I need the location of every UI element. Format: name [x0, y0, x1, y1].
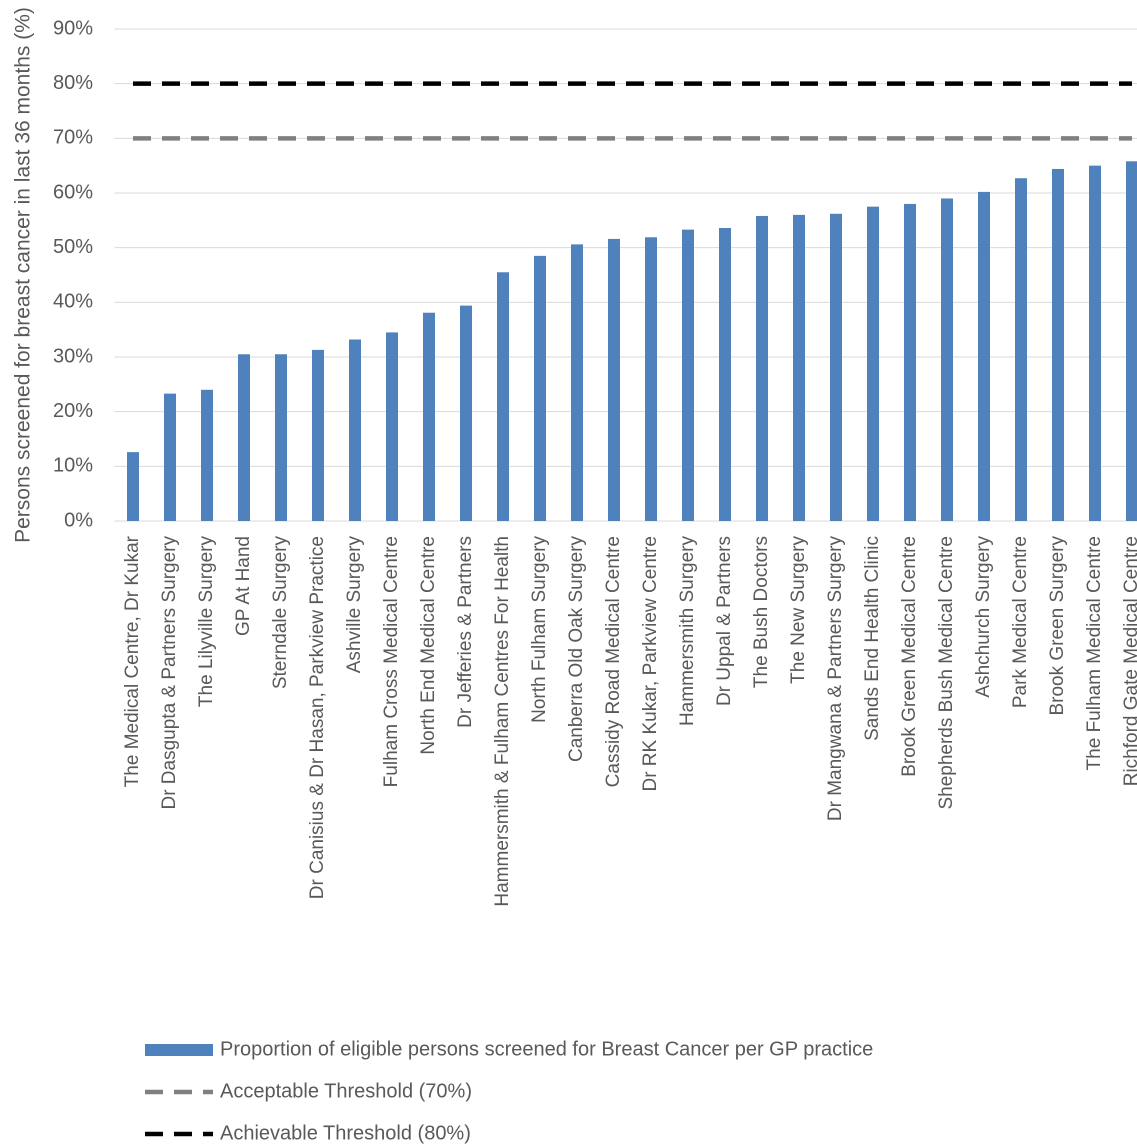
x-tick-label: Dr Dasgupta & Partners Surgery: [159, 536, 180, 810]
y-tick-label: 80%: [53, 72, 93, 94]
x-tick-label: GP At Hand: [233, 536, 254, 636]
x-tick-label: Brook Green Medical Centre: [899, 536, 920, 777]
x-tick-label: Ashchurch Surgery: [973, 536, 994, 698]
legend-label: Proportion of eligible persons screened …: [220, 1038, 873, 1060]
bar: [1015, 178, 1027, 522]
y-tick-label: 0%: [64, 509, 93, 531]
x-tick-label: Dr RK Kukar, Parkview Centre: [640, 536, 661, 792]
y-tick-label: 20%: [53, 400, 93, 422]
x-tick-label: The New Surgery: [788, 536, 809, 684]
x-tick-label: Park Medical Centre: [1010, 536, 1031, 708]
bar: [127, 452, 139, 521]
bar: [164, 393, 176, 521]
x-tick-label: Hammersmith & Fulham Centres For Health: [492, 536, 513, 907]
x-tick-label: Cassidy Road Medical Centre: [603, 536, 624, 787]
bar: [645, 237, 657, 521]
bar: [682, 229, 694, 522]
bar: [1126, 161, 1137, 521]
bar: [386, 332, 398, 521]
bar: [867, 206, 879, 521]
bar: [793, 214, 805, 521]
bar: [238, 354, 250, 521]
bar: [423, 312, 435, 521]
y-tick-label: 30%: [53, 345, 93, 367]
bar: [830, 213, 842, 522]
legend-label: Acceptable Threshold (70%): [220, 1080, 472, 1102]
y-tick-label: 90%: [53, 17, 93, 39]
x-tick-label: Richford Gate Medical Centre: [1121, 536, 1137, 786]
bar: [201, 389, 213, 521]
x-tick-label: North End Medical Centre: [418, 536, 439, 755]
bar: [312, 349, 324, 521]
bar: [460, 305, 472, 521]
y-tick-label: 10%: [53, 455, 93, 477]
x-tick-label: Brook Green Surgery: [1047, 536, 1068, 716]
x-tick-label: Dr Uppal & Partners: [714, 536, 735, 706]
bar: [497, 272, 509, 521]
y-tick-label: 70%: [53, 127, 93, 149]
x-tick-label: Hammersmith Surgery: [677, 536, 698, 727]
bar: [941, 198, 953, 521]
bar: [978, 191, 990, 521]
x-tick-label: Dr Mangwana & Partners Surgery: [825, 536, 846, 822]
x-tick-label: Dr Canisius & Dr Hasan, Parkview Practic…: [307, 536, 328, 899]
bar: [1089, 165, 1101, 521]
x-tick-label: The Medical Centre, Dr Kukar: [122, 535, 143, 787]
x-tick-label: Fulham Cross Medical Centre: [381, 536, 402, 787]
bar: [349, 339, 361, 521]
bar: [756, 215, 768, 521]
y-axis-title: Persons screened for breast cancer in la…: [12, 7, 35, 543]
y-tick-label: 60%: [53, 181, 93, 203]
x-tick-label: The Bush Doctors: [751, 536, 772, 688]
x-tick-label: Canberra Old Oak Surgery: [566, 536, 587, 762]
y-tick-label: 40%: [53, 291, 93, 313]
bar: [275, 354, 287, 521]
x-tick-label: Ashville Surgery: [344, 536, 365, 674]
y-tick-label: 50%: [53, 236, 93, 258]
x-tick-label: The Lilyville Surgery: [196, 536, 217, 708]
x-tick-label: North Fulham Surgery: [529, 536, 550, 723]
bar: [719, 227, 731, 521]
x-tick-label: Sands End Health Clinic: [862, 536, 883, 741]
legend-label: Achievable Threshold (80%): [220, 1122, 471, 1144]
x-tick-label: Sterndale Surgery: [270, 536, 291, 690]
bar: [1052, 168, 1064, 522]
bar: [904, 203, 916, 521]
bar: [534, 255, 546, 521]
bar: [608, 238, 620, 522]
x-tick-label: The Fulham Medical Centre: [1084, 536, 1105, 770]
legend-swatch: [145, 1044, 213, 1056]
x-tick-label: Shepherds Bush Medical Centre: [936, 536, 957, 810]
bar: [571, 244, 583, 522]
x-tick-label: Dr Jefferies & Partners: [455, 536, 476, 728]
